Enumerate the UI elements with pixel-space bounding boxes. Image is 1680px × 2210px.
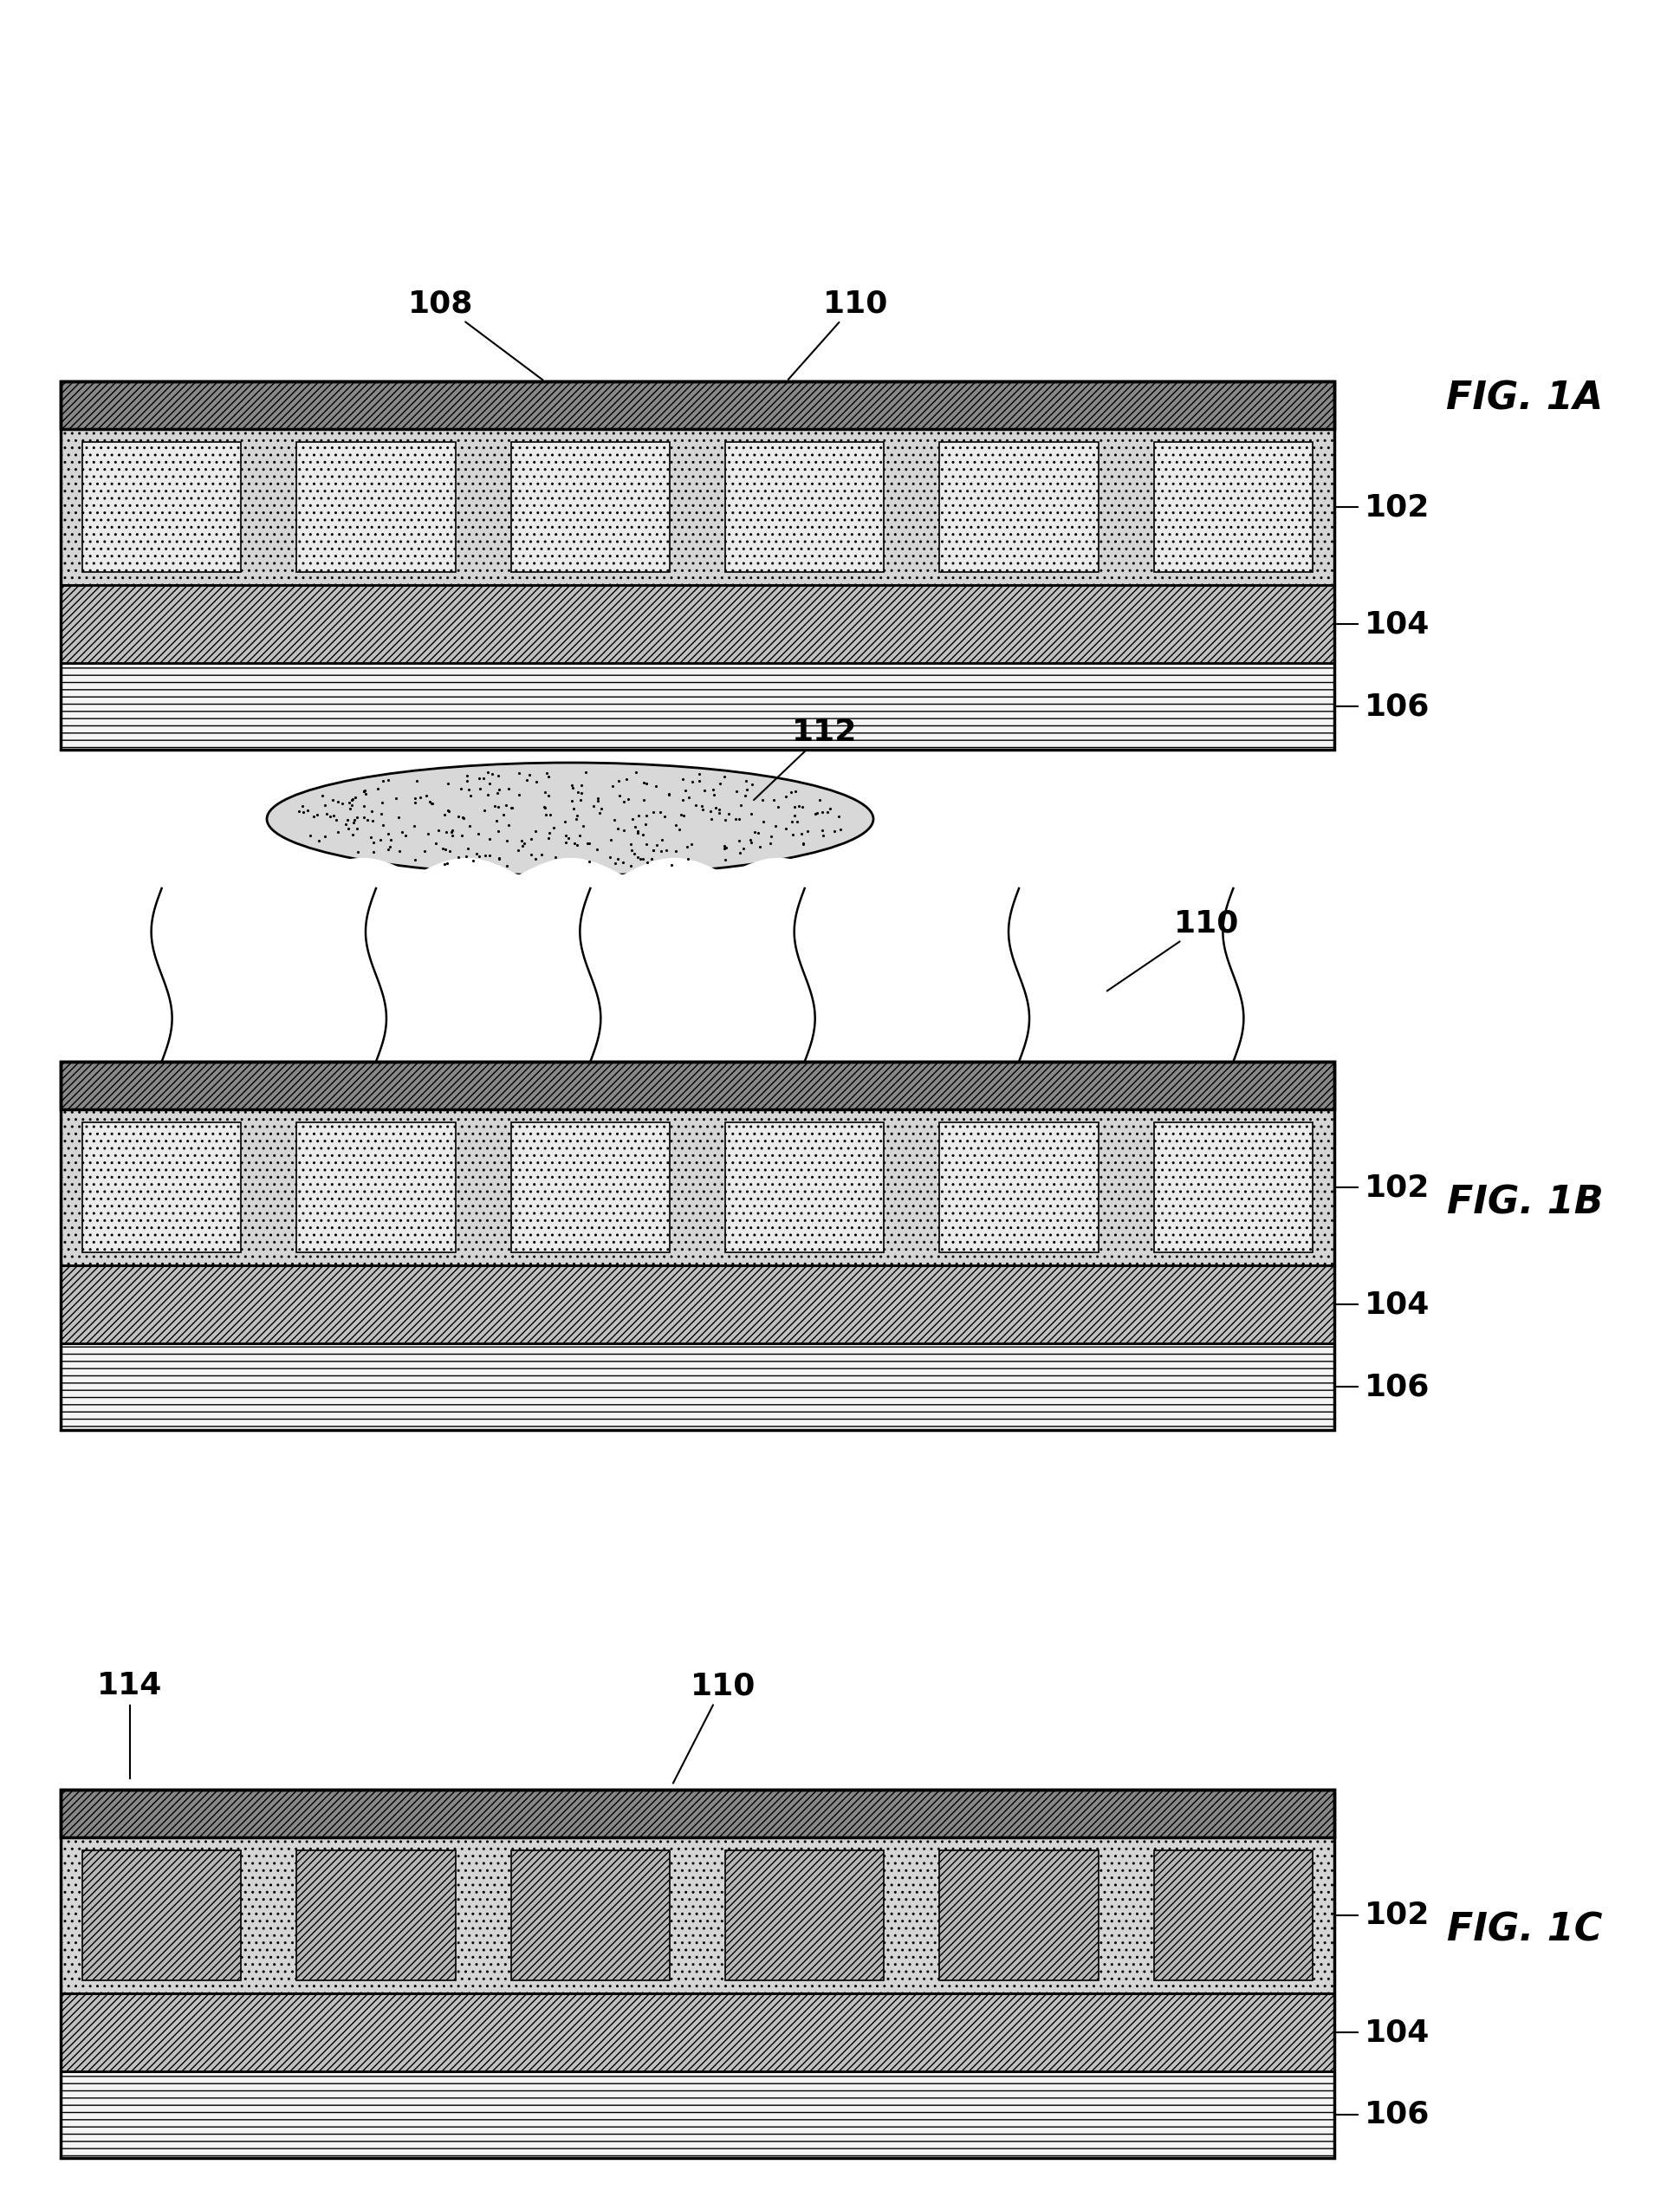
Bar: [939, 1123, 1097, 1253]
Bar: [60, 586, 1334, 663]
Bar: [82, 442, 240, 572]
Bar: [939, 1850, 1097, 1980]
Text: 106: 106: [1364, 692, 1430, 720]
Text: 110: 110: [788, 290, 889, 380]
Text: 106: 106: [1364, 1372, 1430, 1401]
Text: 102: 102: [1364, 1901, 1430, 1929]
Bar: [60, 1790, 1334, 2157]
Text: 104: 104: [1364, 610, 1430, 639]
Bar: [724, 1123, 884, 1253]
Bar: [60, 586, 1334, 663]
Bar: [60, 1109, 1334, 1266]
Bar: [60, 1109, 1334, 1266]
Bar: [60, 1344, 1334, 1430]
Bar: [60, 382, 1334, 429]
Bar: [60, 1790, 1334, 1837]
Text: 106: 106: [1364, 2100, 1430, 2130]
Text: 110: 110: [1107, 908, 1238, 990]
Bar: [60, 1993, 1334, 2071]
Bar: [82, 1123, 240, 1253]
Bar: [60, 429, 1334, 586]
Bar: [60, 1837, 1334, 1993]
Bar: [60, 1993, 1334, 2071]
Text: 104: 104: [1364, 1291, 1430, 1319]
Bar: [296, 442, 455, 572]
Text: 104: 104: [1364, 2018, 1430, 2046]
Ellipse shape: [267, 762, 874, 875]
Text: 102: 102: [1364, 1174, 1430, 1202]
Bar: [60, 2071, 1334, 2157]
Bar: [60, 1790, 1334, 1837]
Text: 112: 112: [753, 718, 857, 800]
Bar: [60, 1061, 1334, 1109]
Text: FIG. 1A: FIG. 1A: [1446, 380, 1603, 418]
Bar: [1152, 442, 1312, 572]
Text: FIG. 1C: FIG. 1C: [1446, 1912, 1601, 1949]
Bar: [60, 1061, 1334, 1109]
Bar: [60, 382, 1334, 749]
Bar: [60, 1266, 1334, 1344]
Bar: [60, 1266, 1334, 1344]
Text: 102: 102: [1364, 493, 1430, 522]
Bar: [296, 1850, 455, 1980]
Bar: [296, 1123, 455, 1253]
Bar: [1152, 1123, 1312, 1253]
Bar: [60, 429, 1334, 586]
Bar: [60, 663, 1334, 749]
Bar: [939, 442, 1097, 572]
Bar: [724, 1850, 884, 1980]
Bar: [511, 1123, 669, 1253]
Bar: [511, 442, 669, 572]
Text: FIG. 1B: FIG. 1B: [1446, 1185, 1603, 1222]
Text: 108: 108: [408, 290, 543, 380]
Bar: [82, 1850, 240, 1980]
Bar: [60, 382, 1334, 429]
Bar: [60, 1061, 1334, 1430]
Bar: [1152, 1850, 1312, 1980]
Bar: [511, 1850, 669, 1980]
Text: 110: 110: [672, 1671, 756, 1783]
Bar: [724, 442, 884, 572]
Bar: [60, 1837, 1334, 1993]
Text: 114: 114: [97, 1671, 163, 1779]
